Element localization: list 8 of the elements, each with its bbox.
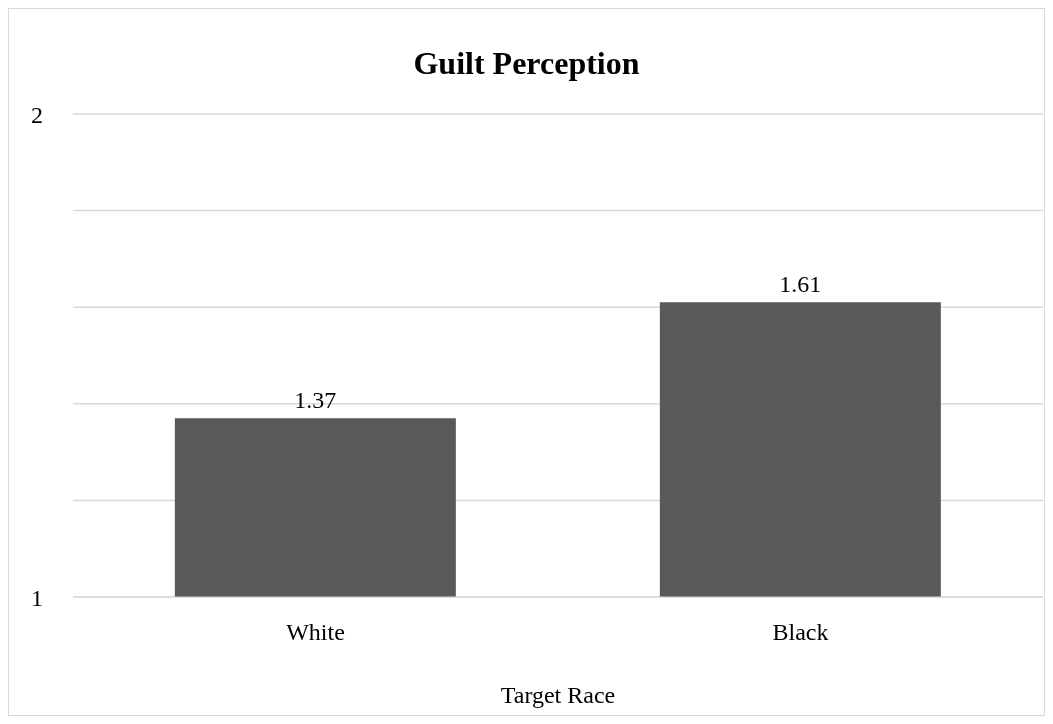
x-tick-label: Black xyxy=(772,619,829,646)
data-label: 1.61 xyxy=(779,271,822,298)
x-axis-title: Target Race xyxy=(500,682,616,708)
data-label: 1.37 xyxy=(294,387,337,414)
x-tick-label: White xyxy=(286,619,345,646)
chart-title: Guilt Perception xyxy=(412,45,641,82)
y-tick-label: 2 xyxy=(31,101,43,128)
y-tick-label: 1 xyxy=(31,584,43,611)
